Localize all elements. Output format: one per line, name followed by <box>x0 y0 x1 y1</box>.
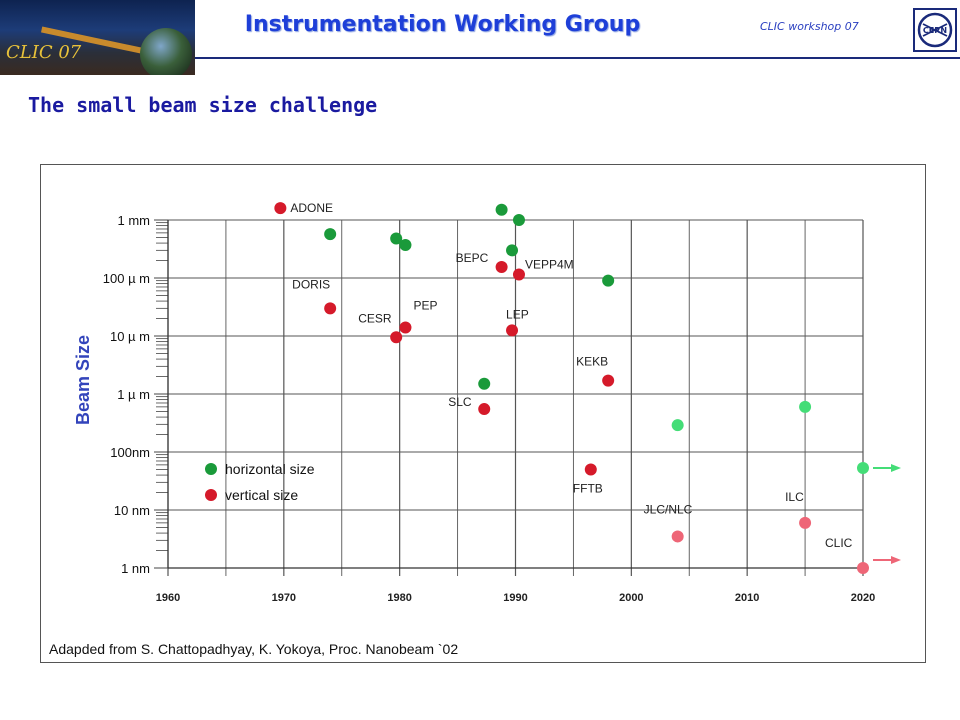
y-tick-label: 100 µ m <box>103 271 150 286</box>
event-label: CLIC workshop 07 <box>760 20 859 33</box>
point-label: ADONE <box>290 201 333 215</box>
point-label: LEP <box>506 307 529 321</box>
legend-marker <box>205 463 217 475</box>
vertical-size-point <box>274 202 287 215</box>
trend-arrow-head <box>891 556 901 564</box>
vertical-size-point <box>584 463 597 476</box>
logo-text: CLIC 07 <box>6 42 82 63</box>
page-header-title: Instrumentation Working Group <box>244 12 641 37</box>
point-label: SLC <box>448 395 472 409</box>
y-tick-label: 1 mm <box>118 213 151 228</box>
horizontal-size-point <box>390 232 403 245</box>
globe-graphic <box>140 28 192 75</box>
horizontal-size-point <box>399 239 412 252</box>
point-label: ILC <box>785 490 804 504</box>
horizontal-size-point <box>506 244 519 257</box>
vertical-size-point <box>512 268 525 281</box>
vertical-size-point <box>324 302 337 315</box>
beam-size-chart: 1 nm 10 nm 100nm 1 µ m 10 µ m 100 µ m 1 mm 1960… <box>73 201 901 604</box>
x-tick-label: 1960 <box>156 592 180 604</box>
slide-title: The small beam size challenge <box>28 93 378 117</box>
y-tick-label: 1 µ m <box>117 387 150 402</box>
vertical-size-point <box>857 562 869 574</box>
source-footnote: Adapded from S. Chattopadhyay, K. Yokoya… <box>49 641 459 657</box>
legend-label: vertical size <box>225 487 298 503</box>
horizontal-size-point <box>495 203 508 216</box>
vertical-size-point <box>506 324 519 337</box>
point-label: CLIC <box>825 536 853 550</box>
cern-logo-icon: CERN <box>913 8 957 52</box>
vertical-size-point <box>799 516 812 529</box>
header-rule <box>195 57 960 59</box>
point-label: FFTB <box>573 481 603 495</box>
horizontal-size-point <box>799 400 812 413</box>
vertical-size-point <box>478 403 491 416</box>
point-label: DORIS <box>292 277 330 291</box>
vertical-size-point <box>602 374 615 387</box>
legend-label: horizontal size <box>225 461 315 477</box>
point-label: VEPP4M <box>525 257 574 271</box>
point-label: BEPC <box>456 251 489 265</box>
vertical-size-point <box>390 331 403 344</box>
point-label: JLC/NLC <box>644 502 693 516</box>
y-tick-label: 10 nm <box>114 503 150 518</box>
vertical-size-point <box>399 321 412 334</box>
x-tick-label: 2020 <box>851 592 875 604</box>
x-tick-label: 2010 <box>735 592 759 604</box>
horizontal-size-point <box>478 377 491 390</box>
point-label: CESR <box>358 311 392 325</box>
cern-logo-text: CERN <box>923 26 947 35</box>
y-tick-label: 1 nm <box>121 561 150 576</box>
x-tick-label: 1970 <box>272 592 296 604</box>
horizontal-size-point <box>857 461 869 474</box>
horizontal-size-point <box>602 274 615 287</box>
x-tick-label: 1990 <box>503 592 527 604</box>
y-tick-label: 100nm <box>110 445 150 460</box>
x-tick-label: 2000 <box>619 592 643 604</box>
horizontal-size-point <box>671 419 684 432</box>
vertical-size-point <box>495 260 508 273</box>
x-tick-label: 1980 <box>387 592 411 604</box>
chart-frame: 1 nm 10 nm 100nm 1 µ m 10 µ m 100 µ m 1 mm 1960… <box>40 164 926 663</box>
trend-arrow-head <box>891 463 901 472</box>
clic07-logo: CLIC 07 <box>0 0 195 75</box>
horizontal-size-point <box>324 228 337 241</box>
y-tick-label: 10 µ m <box>110 329 150 344</box>
point-label: KEKB <box>576 355 608 369</box>
point-label: PEP <box>413 299 437 313</box>
legend-marker <box>205 489 217 501</box>
y-axis-label: Beam Size <box>73 335 93 425</box>
vertical-size-point <box>671 530 684 543</box>
horizontal-size-point <box>512 214 525 226</box>
